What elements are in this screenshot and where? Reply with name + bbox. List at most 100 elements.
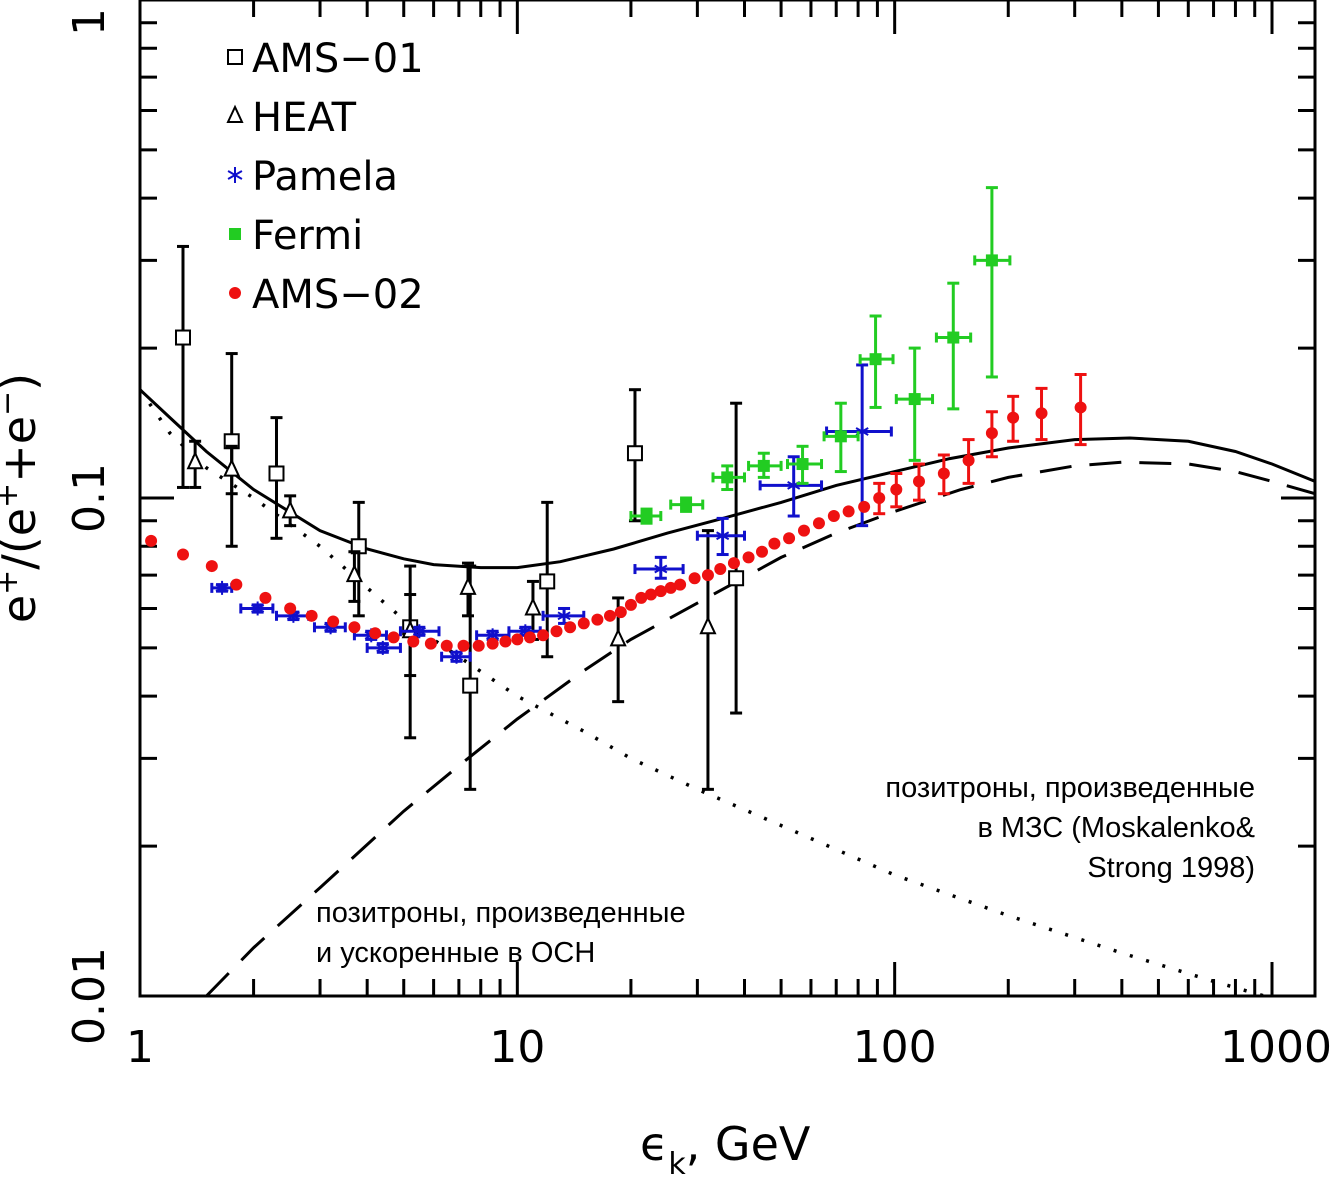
legend-item: Fermi (229, 213, 363, 259)
marker-filled-circle (1074, 401, 1087, 414)
asterisk-stroke (215, 583, 229, 593)
asterisk-stroke (324, 622, 338, 632)
legend-label: AMS−02 (252, 272, 424, 318)
legend-item: AMS−02 (229, 272, 424, 318)
asterisk-stroke (787, 481, 801, 490)
data-point (348, 621, 361, 634)
marker-open-triangle (524, 597, 542, 616)
data-point (365, 640, 402, 655)
asterisk-stroke (486, 630, 500, 640)
marker-open-triangle (223, 458, 241, 477)
data-point (937, 453, 950, 496)
data-point (624, 598, 637, 611)
marker-asterisk (227, 167, 243, 183)
marker-filled-circle (783, 532, 796, 545)
data-point (626, 388, 643, 523)
data-point (577, 617, 590, 630)
data-point (783, 532, 796, 545)
marker-asterisk (654, 562, 668, 577)
data-point (511, 633, 524, 646)
data-point (644, 588, 657, 601)
data-point (239, 601, 275, 616)
data-point (223, 444, 241, 496)
marker-open-square (539, 573, 556, 590)
marker-filled-circle (755, 545, 768, 558)
data-point (695, 516, 747, 557)
marker-filled-circle (1035, 407, 1048, 420)
data-point (674, 578, 687, 591)
marker-filled-circle (624, 598, 637, 611)
marker-open-triangle (345, 563, 363, 583)
marker-filled-square (640, 510, 653, 523)
marker-asterisk (412, 624, 426, 639)
marker-open-square (350, 538, 367, 555)
asterisk-stroke (716, 531, 730, 541)
marker-open-square (626, 445, 643, 462)
marker-filled-circle (407, 635, 420, 648)
marker-filled-circle (1007, 411, 1020, 424)
data-point (205, 560, 218, 573)
data-point (174, 244, 191, 489)
legend: AMS−01 HEAT Pamela Fermi AMS−02 (226, 36, 424, 318)
x-tick-label: 1000 (1220, 1022, 1332, 1073)
marker-filled-circle (259, 591, 272, 604)
marker-open-square (728, 570, 745, 587)
data-point (459, 561, 477, 618)
marker-filled-circle (564, 621, 577, 634)
marker-open-square (462, 677, 479, 694)
data-point (457, 639, 470, 652)
marker-open-square (174, 329, 191, 346)
data-point (747, 451, 783, 479)
annotation-snr: позитроны, произведенные и ускоренные в О… (316, 897, 686, 969)
data-point (145, 534, 158, 547)
y-tick-label: 0.1 (64, 463, 115, 533)
data-point (934, 281, 973, 411)
asterisk-stroke (227, 170, 243, 180)
data-point (711, 464, 747, 492)
marker-filled-circle (714, 563, 727, 576)
x-tick-labels: 1 10 100 1000 (126, 1022, 1332, 1073)
x-tick-label: 1 (126, 1022, 154, 1073)
data-point (1074, 373, 1087, 447)
marker-filled-circle (873, 492, 886, 504)
marker-filled-circle (523, 631, 536, 644)
data-point (827, 510, 840, 523)
data-point (654, 585, 667, 598)
marker-filled-circle (348, 621, 361, 634)
data-point (176, 548, 189, 561)
data-point (440, 649, 472, 664)
data-point (1007, 394, 1020, 443)
marker-filled-circle (284, 602, 297, 615)
marker-asterisk (376, 640, 390, 655)
marker-filled-square (796, 458, 809, 471)
marker-filled-circle (577, 617, 590, 630)
data-point (842, 505, 855, 518)
data-point (822, 401, 860, 474)
data-point (398, 624, 441, 639)
marker-filled-square (985, 254, 998, 267)
marker-filled-circle (603, 609, 616, 622)
data-point (369, 627, 382, 640)
marker-filled-circle (937, 467, 950, 480)
marker-filled-square (869, 353, 882, 366)
plot-frame (138, 0, 1317, 998)
annotation-line: позитроны, произведенные (316, 897, 686, 929)
marker-filled-square (680, 498, 693, 511)
marker-filled-circle (614, 606, 627, 619)
annotation-ism: позитроны, произведенные в МЗС (Moskalenk… (885, 772, 1255, 884)
data-point (873, 481, 886, 516)
marker-open-triangle (281, 500, 299, 519)
marker-filled-circle (327, 615, 340, 628)
data-point (440, 639, 453, 652)
data-point (387, 631, 400, 644)
legend-label: AMS−01 (252, 36, 424, 82)
annotation-line: позитроны, произведенные (885, 772, 1255, 804)
data-point (345, 550, 363, 603)
marker-filled-circle (486, 637, 499, 650)
annotation-line: Strong 1998) (1087, 852, 1255, 884)
marker-filled-square (757, 459, 770, 472)
data-point (912, 462, 925, 502)
data-point (894, 346, 935, 462)
data-point (714, 563, 727, 576)
data-point (858, 314, 895, 409)
